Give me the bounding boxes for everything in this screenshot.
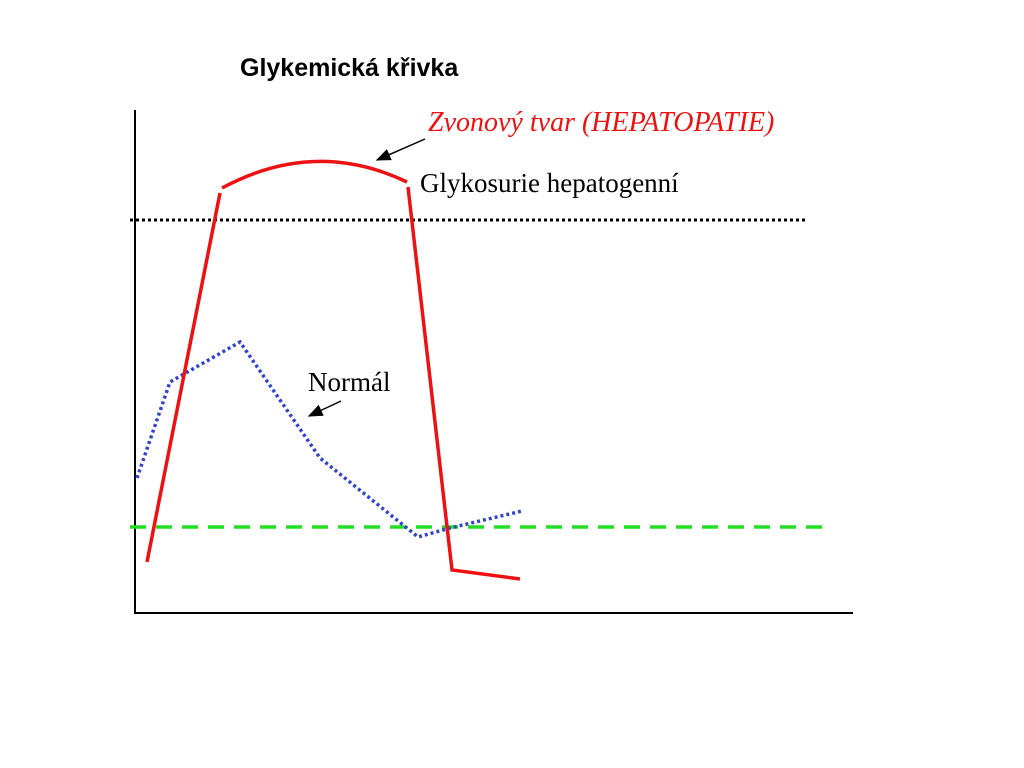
normal-curve [135,339,523,539]
glycosuria-label: Glykosurie hepatogenní [420,168,679,198]
hepatopathy-label: Zvonový tvar (HEPATOPATIE) [428,107,774,138]
hepatopathy-curve [145,159,521,581]
normal-label: Normál [308,367,390,397]
arrow [307,400,342,417]
title: Glykemická křivka [240,54,459,82]
arrow [375,138,426,161]
